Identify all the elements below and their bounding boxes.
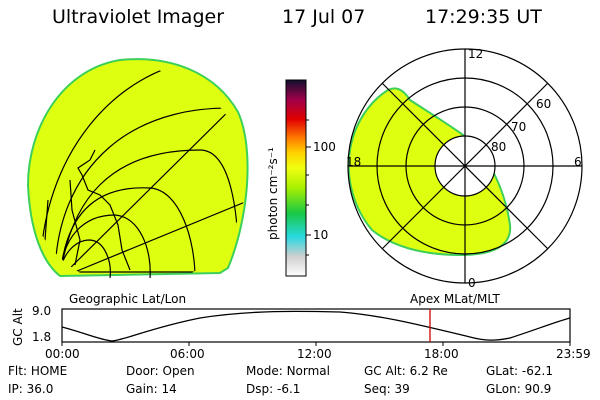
seq-value: 39 xyxy=(394,382,410,396)
altitude-plot xyxy=(61,308,571,346)
graticule-arc-3 xyxy=(59,149,239,279)
gcalt-status: GC Alt: 6.2 Re xyxy=(364,364,448,378)
mode-value: Normal xyxy=(286,364,330,378)
altitude-plot-frame xyxy=(61,308,571,343)
mlt-label-6: 6 xyxy=(574,155,582,169)
colorbar xyxy=(285,79,307,277)
gain-value: 14 xyxy=(161,382,177,396)
colorbar-tick-10: 10 xyxy=(313,228,329,242)
glon-status: GLon: 90.9 xyxy=(486,382,552,396)
graticule-arc-6 xyxy=(59,239,111,279)
dsp-status: Dsp: -6.1 xyxy=(246,382,301,396)
altitude-xtick-label-1800: 18:00 xyxy=(424,347,459,361)
glat-status: GLat: -62.1 xyxy=(486,364,553,378)
time-label: 17:29:35 UT xyxy=(425,6,542,28)
meridian-1 xyxy=(59,89,246,279)
instrument-title: Ultraviolet Imager xyxy=(52,6,225,28)
ip-status: IP: 36.0 xyxy=(8,382,54,396)
graticule-arc-1 xyxy=(39,68,201,279)
date-label: 17 Jul 07 xyxy=(282,6,366,28)
right-emission-fill xyxy=(347,87,512,257)
coastline xyxy=(77,149,131,271)
lat-label-80: 80 xyxy=(491,140,507,154)
flt-status: Flt: HOME xyxy=(8,364,68,378)
magnetic-polar-image xyxy=(347,48,583,284)
mode-status: Mode: Normal xyxy=(246,364,330,378)
glat-value: -62.1 xyxy=(521,364,553,378)
door-status: Door: Open xyxy=(126,364,195,378)
door-value: Open xyxy=(162,364,195,378)
meridian-2 xyxy=(59,199,246,279)
ip-value: 36.0 xyxy=(26,382,54,396)
lat-label-70: 70 xyxy=(511,120,527,134)
altitude-ytick-high: 9.0 xyxy=(32,304,52,318)
altitude-xtick-label-0000: 00:00 xyxy=(45,347,80,361)
graticule-arc-4 xyxy=(59,187,196,279)
gcalt-value: 6.2 Re xyxy=(409,364,448,378)
geographic-image xyxy=(26,58,249,279)
altitude-curve xyxy=(61,310,571,342)
seq-status: Seq: 39 xyxy=(364,382,410,396)
lat-label-60: 60 xyxy=(536,97,552,111)
gain-status: Gain: 14 xyxy=(126,382,177,396)
altitude-xtick-label-0600: 06:00 xyxy=(170,347,205,361)
mlt-diag-2 xyxy=(381,82,549,250)
glon-value: 90.9 xyxy=(524,382,552,396)
mlt-label-18: 18 xyxy=(346,155,362,169)
colorbar-tick-100: 100 xyxy=(313,140,336,154)
colorbar-unit-label: photon cm⁻²s⁻¹ xyxy=(266,147,280,240)
altitude-xtick-label-1200: 12:00 xyxy=(297,347,332,361)
colorbar-ticks xyxy=(306,119,311,256)
altitude-xtick-label-2359: 23:59 xyxy=(556,347,591,361)
mlt-label-12: 12 xyxy=(468,47,484,61)
mlt-label-0: 0 xyxy=(468,276,476,290)
altitude-ylabel: GC Alt xyxy=(11,308,25,346)
graticule-arc-2 xyxy=(54,107,246,279)
flt-value: HOME xyxy=(30,364,68,378)
dsp-value: -6.1 xyxy=(276,382,301,396)
left-emission-fill xyxy=(26,58,249,278)
left-panel-caption: Geographic Lat/Lon xyxy=(69,292,187,306)
altitude-ytick-low: 1.8 xyxy=(32,330,52,344)
right-panel-caption: Apex MLat/MLT xyxy=(410,292,500,306)
coastline-2 xyxy=(69,179,81,266)
graticule-arc-5 xyxy=(59,214,151,279)
